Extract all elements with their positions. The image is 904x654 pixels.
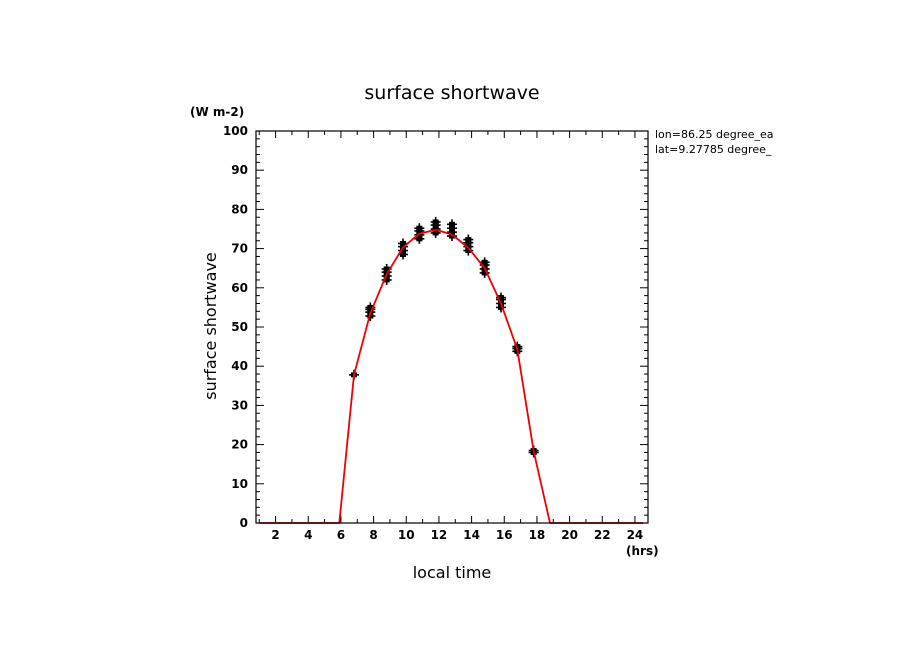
y-tick-label: 70 xyxy=(231,242,248,256)
y-axis-label: surface shortwave xyxy=(201,252,220,400)
scatter-point xyxy=(479,257,490,268)
annotation-lat: lat=9.27785 degree_ xyxy=(655,143,772,156)
chart-title: surface shortwave xyxy=(364,82,539,104)
axis-ticks xyxy=(256,130,648,524)
data-marks xyxy=(259,216,644,524)
y-tick-label: 20 xyxy=(231,438,248,452)
y-tick-label: 30 xyxy=(231,398,248,412)
y-tick-label: 100 xyxy=(223,124,248,138)
x-tick-label: 4 xyxy=(304,528,312,542)
x-tick-label: 12 xyxy=(431,528,448,542)
x-tick-label: 22 xyxy=(594,528,611,542)
scatter-point xyxy=(430,216,441,227)
x-tick-label: 2 xyxy=(271,528,279,542)
scatter-point xyxy=(414,223,425,234)
axis-tick-labels: 2 4 6 8 10 12 14 16 18 20 22 2401020304050607080901… xyxy=(223,124,643,542)
plot-frame xyxy=(255,130,649,524)
x-tick-label: 10 xyxy=(398,528,415,542)
y-tick-label: 60 xyxy=(231,281,248,295)
y-axis-unit: (W m-2) xyxy=(190,105,244,119)
annotation-lon: lon=86.25 degree_ea xyxy=(655,128,774,141)
x-tick-label: 14 xyxy=(463,528,480,542)
y-tick-label: 0 xyxy=(240,516,248,530)
x-tick-label: 6 xyxy=(337,528,345,542)
series-line xyxy=(259,228,644,524)
x-axis-unit: (hrs) xyxy=(626,544,659,558)
x-tick-label: 18 xyxy=(529,528,546,542)
scatter-point xyxy=(463,234,474,245)
scatter-point xyxy=(447,219,457,230)
x-tick-label: 20 xyxy=(561,528,578,542)
y-tick-label: 10 xyxy=(231,477,248,491)
y-tick-label: 50 xyxy=(231,320,248,334)
x-tick-label: 16 xyxy=(496,528,513,542)
x-axis-label: local time xyxy=(413,563,492,582)
y-tick-label: 80 xyxy=(231,202,248,216)
x-tick-label: 24 xyxy=(627,528,644,542)
y-tick-label: 40 xyxy=(231,359,248,373)
y-tick-label: 90 xyxy=(231,163,248,177)
x-tick-label: 8 xyxy=(369,528,377,542)
